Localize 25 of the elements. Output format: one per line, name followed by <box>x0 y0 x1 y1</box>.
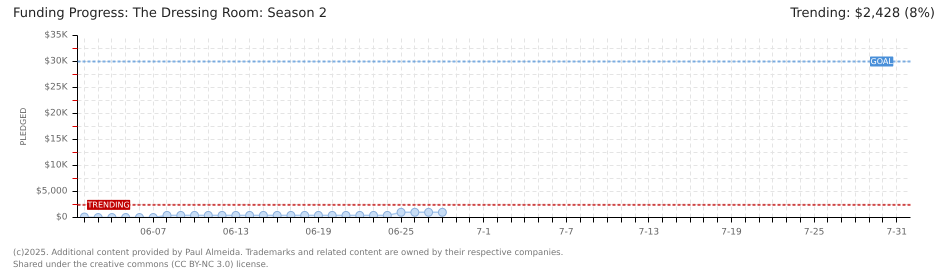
ref-line-label: TRENDING <box>86 200 130 210</box>
chart-title: Funding Progress: The Dressing Room: Season 2 <box>13 5 327 23</box>
y-tick-label: $5,000 <box>36 186 68 196</box>
y-tick-label: $35K <box>44 30 69 40</box>
y-tick-label: $25K <box>44 82 69 92</box>
y-axis-title: PLEDGED <box>19 108 28 146</box>
chart-subtitle: Trending: $2,428 (8%) <box>790 5 935 23</box>
x-tick-label: 06-07 <box>140 228 166 238</box>
y-tick-label: $20K <box>44 108 69 118</box>
x-tick-label: 7-31 <box>886 228 907 238</box>
text: Shared under the creative commons (CC BY-NC 3.0) license. <box>13 260 269 270</box>
x-tick-label: 06-13 <box>222 228 249 238</box>
ref-line-label: GOAL <box>870 57 894 66</box>
text: (c)2025. Additional content provided by Paul Almeida. Trademarks and related content are owned by their respective companies. <box>13 248 564 258</box>
x-tick-label: 06-19 <box>305 228 332 238</box>
x-tick-label: 7-7 <box>558 228 574 238</box>
x-tick-label: 7-13 <box>638 228 660 238</box>
y-tick-label: $30K <box>44 56 69 66</box>
y-tick-label: $0 <box>56 212 68 222</box>
y-tick-label: $15K <box>44 134 69 144</box>
x-tick-label: 7-19 <box>721 228 742 238</box>
x-tick-label: 06-25 <box>388 228 414 238</box>
x-tick-label: 7-25 <box>804 228 824 238</box>
y-tick-label: $10K <box>44 160 69 170</box>
x-tick-label: 7-1 <box>476 228 492 238</box>
